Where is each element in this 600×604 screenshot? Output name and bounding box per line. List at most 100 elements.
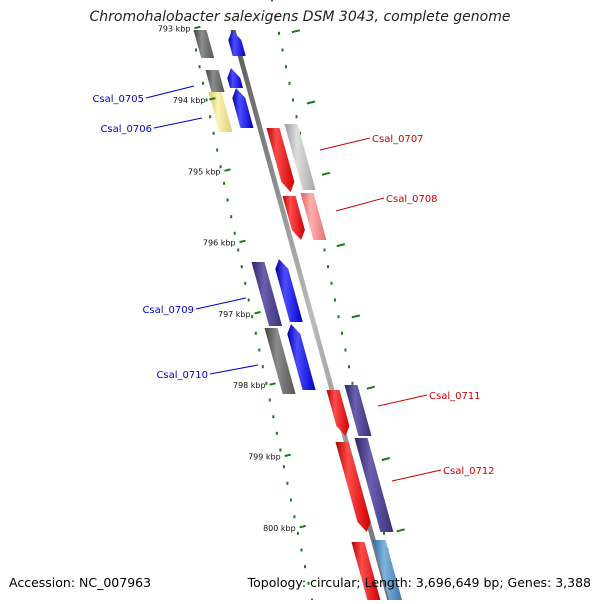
cog-csal-0707: [284, 124, 316, 190]
track-dot-left: [233, 231, 236, 235]
leader-line-csal-0710: [209, 364, 259, 375]
leader-line-csal-0706: [153, 117, 203, 129]
cds-csal-0708: [282, 196, 305, 240]
track-dot-left: [219, 165, 222, 169]
track-dot-left: [289, 498, 292, 502]
cds-block: [228, 30, 246, 56]
cog-csal-0706: [208, 92, 233, 132]
cog-csal-0709: [251, 262, 283, 326]
features-layer: [193, 30, 402, 600]
scale-tick-right: [336, 243, 346, 248]
track-dot-left: [304, 565, 306, 569]
leader-line-csal-0712: [391, 469, 442, 482]
cds-csal-0710: [287, 324, 316, 390]
scale-label: 796 kbp: [203, 239, 236, 248]
track-dot-right: [323, 248, 326, 252]
track-dot-left: [279, 448, 282, 452]
gene-label-csal-0712: Csal_0712: [443, 466, 495, 477]
gene-label-csal-0708: Csal_0708: [386, 194, 438, 205]
track-dot-right: [330, 281, 333, 285]
track-dot-left: [268, 398, 271, 402]
map-title: Chromohalobacter salexigens DSM 3043, co…: [89, 9, 511, 25]
leader-line-csal-0707: [319, 137, 371, 151]
scale-label: 794 kbp: [173, 96, 206, 105]
track-dot-left: [223, 181, 226, 185]
labels-layer: 793 kbp 794 kbp 795 kbp 796 kbp 797 kbp 798 k…: [92, 25, 494, 533]
track-dot-left: [282, 465, 285, 469]
track-dot-left: [216, 148, 219, 152]
track-dot-left: [230, 215, 233, 219]
cog-csal-0712: [354, 438, 394, 532]
track-dot-right: [285, 65, 287, 69]
track-dot-left: [296, 531, 299, 535]
scale-label: 800 kbp: [263, 524, 296, 533]
scale-tick-right: [366, 385, 376, 390]
track-dot-right: [278, 31, 280, 35]
cds-block: [351, 542, 381, 600]
cds-csal-0711: [326, 390, 350, 436]
track-dot-left: [307, 581, 310, 585]
scale-tick-left: [224, 168, 231, 172]
scale-label: 798 kbp: [233, 381, 266, 390]
gene-label-csal-0705: Csal_0705: [92, 94, 144, 105]
track-dot-left: [272, 415, 275, 419]
cog-csal-0711: [344, 385, 372, 436]
cog-block: [372, 540, 402, 600]
track-dot-left: [251, 315, 254, 319]
scale-tick-left: [284, 453, 291, 457]
track-dot-right: [383, 531, 385, 535]
track-dot-left: [293, 515, 296, 519]
gene-label-csal-0707: Csal_0707: [372, 134, 424, 145]
track-dots-layer: [195, 0, 399, 602]
cog-block: [193, 30, 215, 58]
track-dot-left: [244, 281, 247, 285]
track-dot-left: [258, 348, 261, 352]
scale-tick-right: [381, 457, 391, 461]
track-dot-right: [271, 0, 273, 2]
track-dot-left: [205, 98, 208, 102]
track-dot-left: [247, 298, 250, 302]
cog-csal-0710: [264, 328, 296, 394]
track-dot-left: [275, 431, 278, 435]
cds-csal-0712: [335, 442, 371, 532]
cds-csal-0706: [232, 88, 254, 128]
leader-line-csal-0705: [145, 85, 195, 99]
track-dot-left: [212, 131, 215, 135]
scale-label: 793 kbp: [158, 25, 191, 34]
track-dot-left: [237, 248, 240, 252]
track-dot-right: [292, 98, 294, 102]
accession-text: Accession: NC_007963: [9, 575, 152, 590]
cds-csal-0707: [266, 128, 295, 192]
cds-csal-0709: [275, 259, 303, 322]
track-dot-left: [300, 548, 303, 552]
leader-line-csal-0708: [335, 197, 385, 212]
gene-label-csal-0706: Csal_0706: [100, 124, 152, 135]
track-dot-right: [295, 115, 298, 119]
ticks-layer: [194, 25, 405, 533]
scale-label: 795 kbp: [188, 167, 221, 176]
track-dot-right: [281, 48, 284, 52]
scale-tick-right: [321, 171, 331, 176]
track-dot-left: [226, 198, 229, 202]
track-dot-left: [209, 115, 212, 119]
scale-tick-left: [194, 25, 201, 30]
scale-tick-right: [396, 528, 405, 533]
gene-label-csal-0709: Csal_0709: [142, 305, 194, 316]
scale-label: 797 kbp: [218, 310, 251, 319]
scale-tick-right: [306, 100, 316, 105]
track-dot-right: [327, 265, 329, 269]
track-dot-left: [195, 48, 197, 52]
gene-label-csal-0711: Csal_0711: [429, 391, 481, 402]
scale-tick-left: [269, 382, 276, 386]
cog-csal-0708: [300, 193, 327, 240]
scale-tick-right: [291, 29, 301, 34]
track-dot-left: [240, 265, 243, 269]
gene-label-csal-0710: Csal_0710: [156, 370, 208, 381]
track-dot-left: [198, 65, 201, 69]
track-dot-left: [286, 481, 289, 485]
track-dot-right: [274, 15, 277, 19]
track-dot-left: [202, 81, 204, 85]
track-dot-right: [344, 348, 347, 352]
